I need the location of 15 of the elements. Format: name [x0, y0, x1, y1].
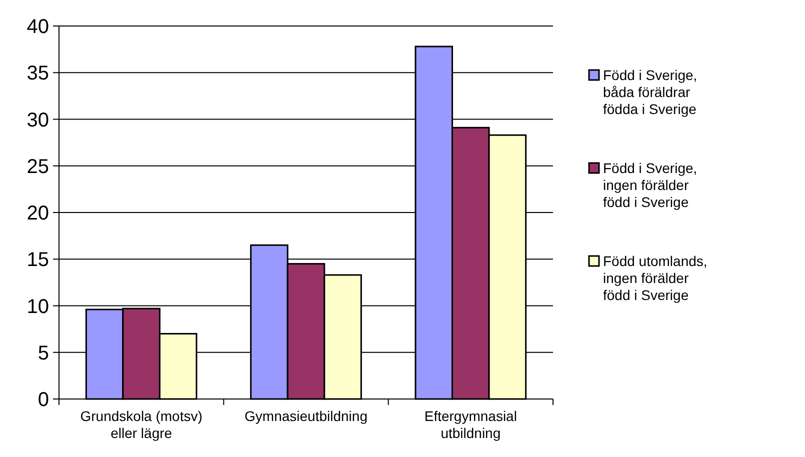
- y-tick-label: 35: [26, 62, 49, 85]
- y-tick-label: 0: [38, 389, 49, 411]
- y-tick-label: 15: [26, 249, 49, 272]
- legend-label: Född i Sverige, ingen förälder född i Sverige: [603, 160, 698, 210]
- y-tick-label: 40: [26, 16, 49, 38]
- y-tick-label: 5: [38, 342, 49, 364]
- x-tick-label: Grundskola (motsv) eller lägre: [80, 408, 202, 441]
- legend-label: Född i Sverige, båda föräldrar födda i Sverige: [603, 67, 698, 117]
- legend-label: Född utomlands, ingen förälder född i Sverige: [603, 253, 708, 303]
- y-tick-label: 10: [26, 296, 49, 318]
- x-tick-label: Gymnasieutbildning: [244, 408, 368, 424]
- y-tick-label: 30: [26, 109, 49, 132]
- y-tick-label: 25: [26, 156, 49, 178]
- x-tick-label: Eftergymnasial utbildning: [424, 408, 517, 441]
- y-tick-label: 20: [26, 202, 49, 224]
